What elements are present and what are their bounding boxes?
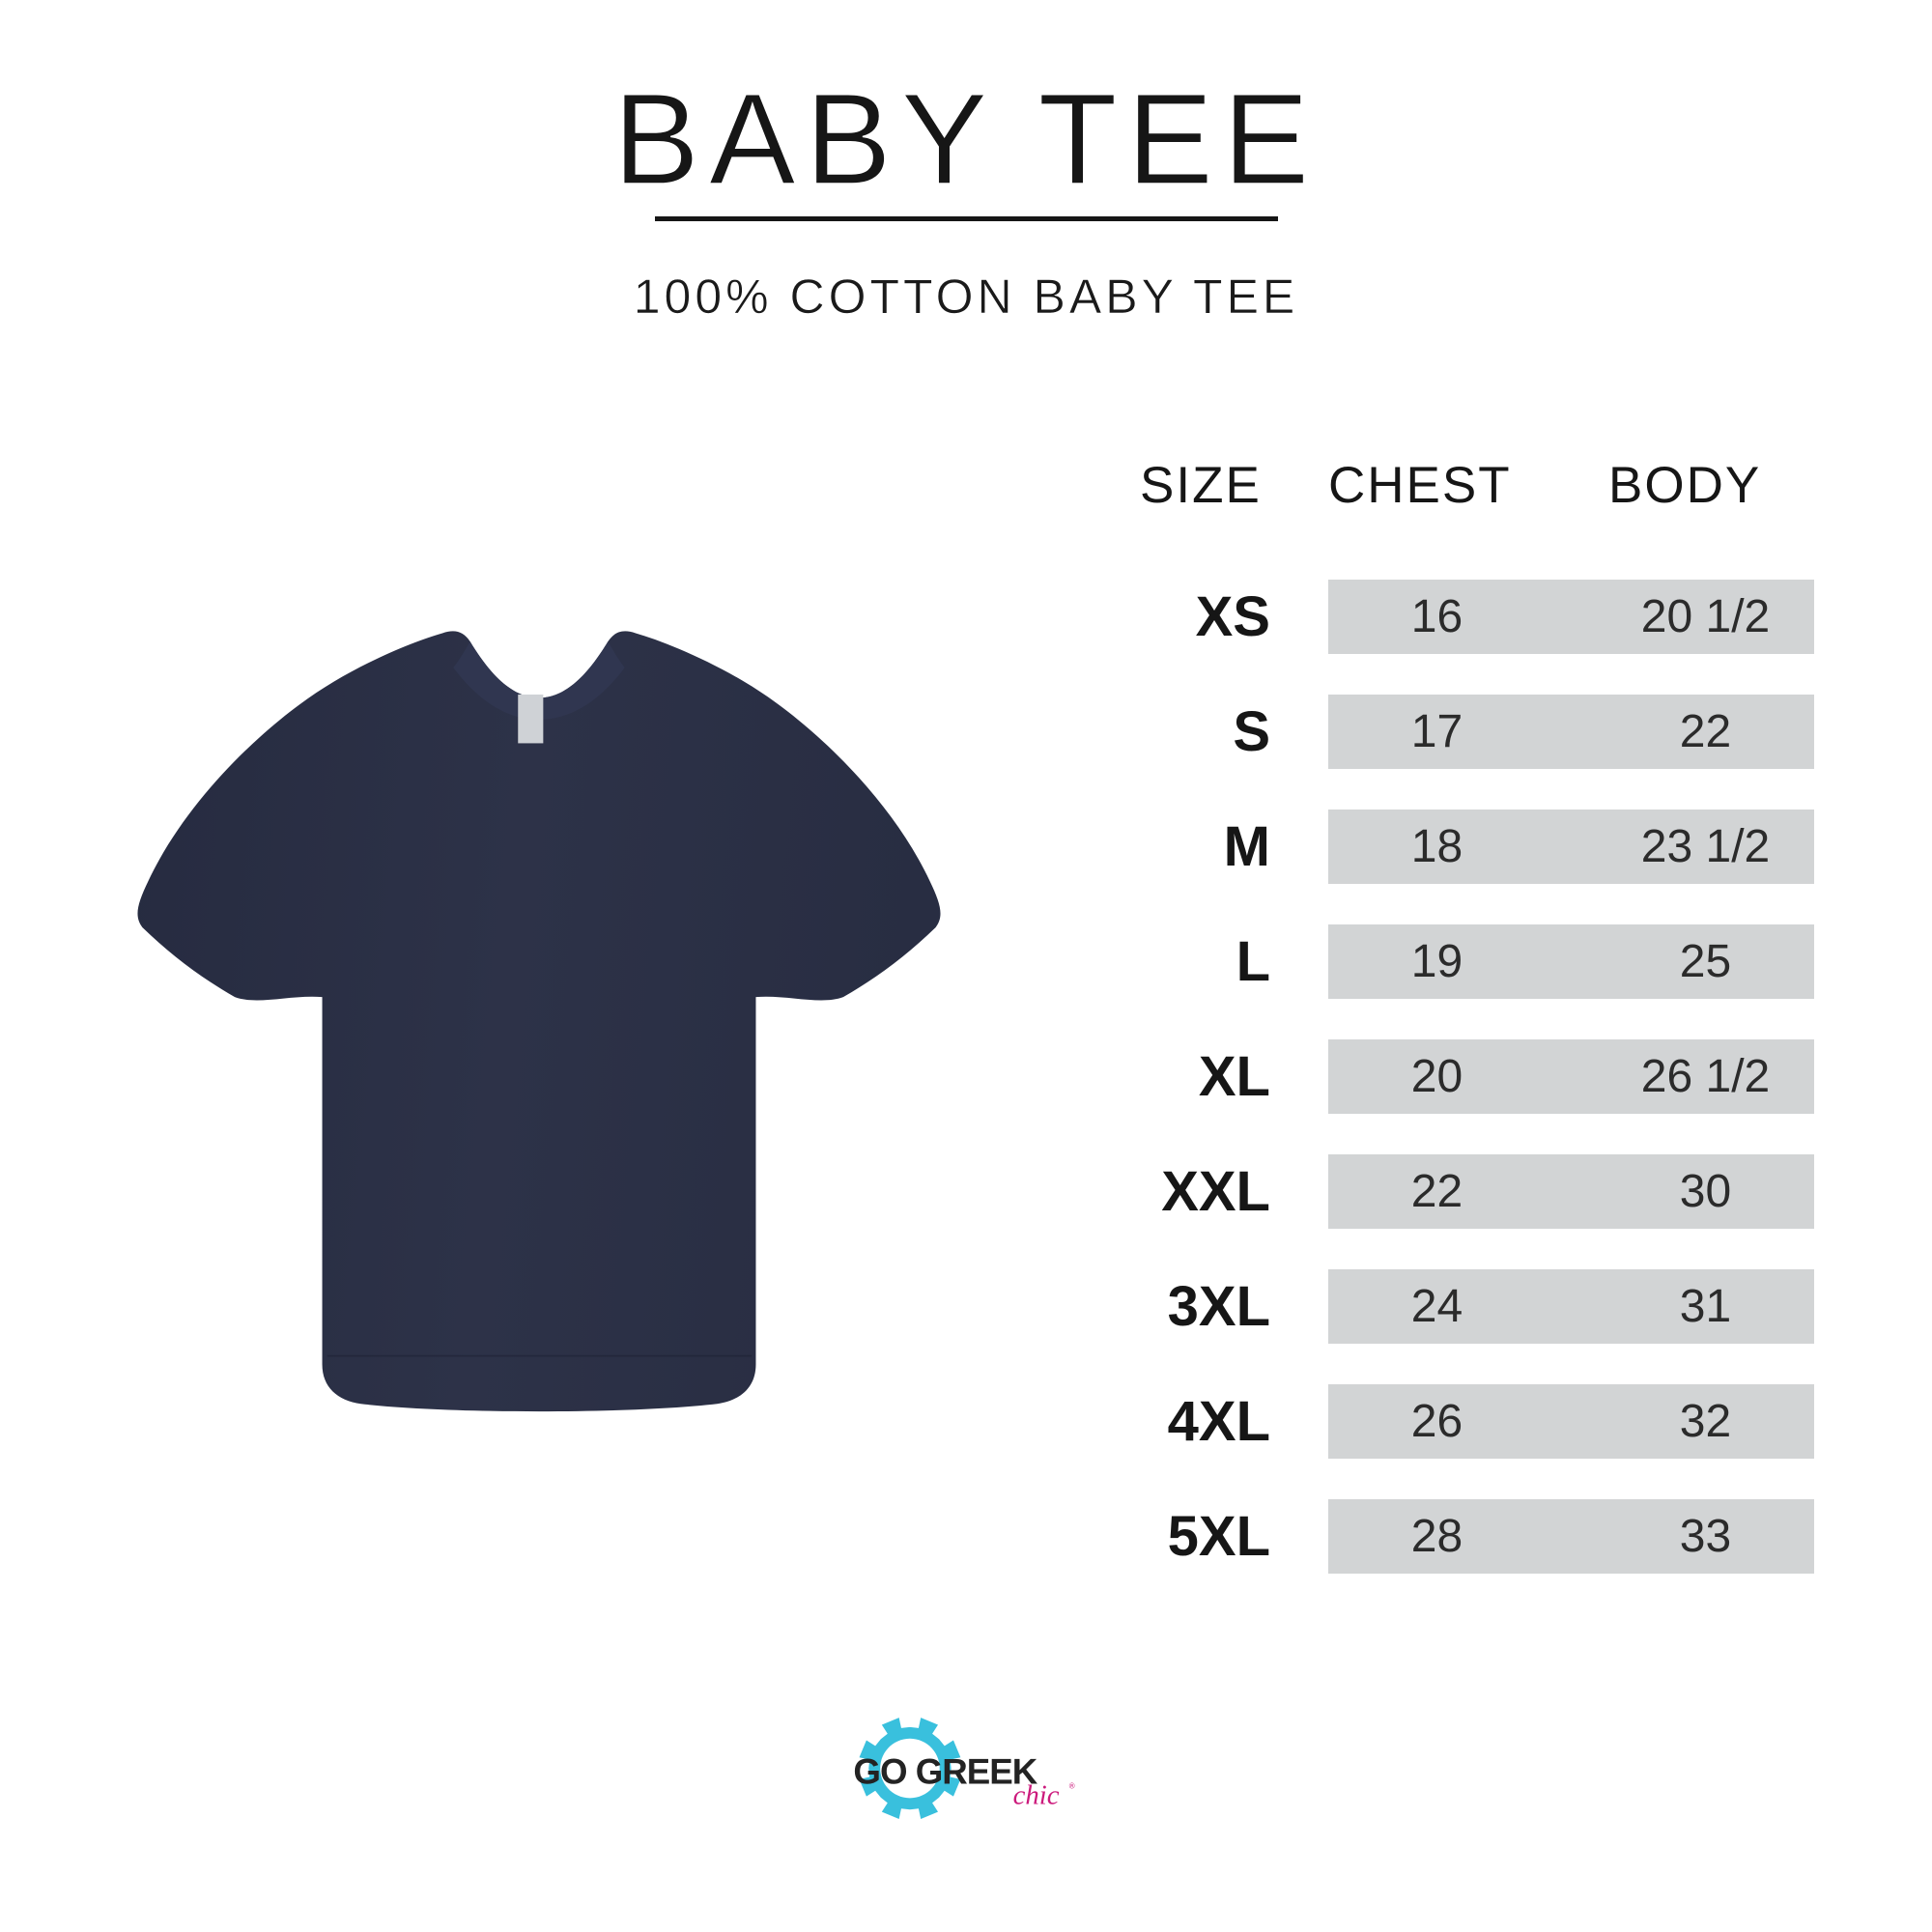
svg-text:®: ® [1069, 1781, 1075, 1790]
svg-text:GO GREEK: GO GREEK [853, 1751, 1037, 1791]
svg-text:chic: chic [1013, 1779, 1060, 1810]
